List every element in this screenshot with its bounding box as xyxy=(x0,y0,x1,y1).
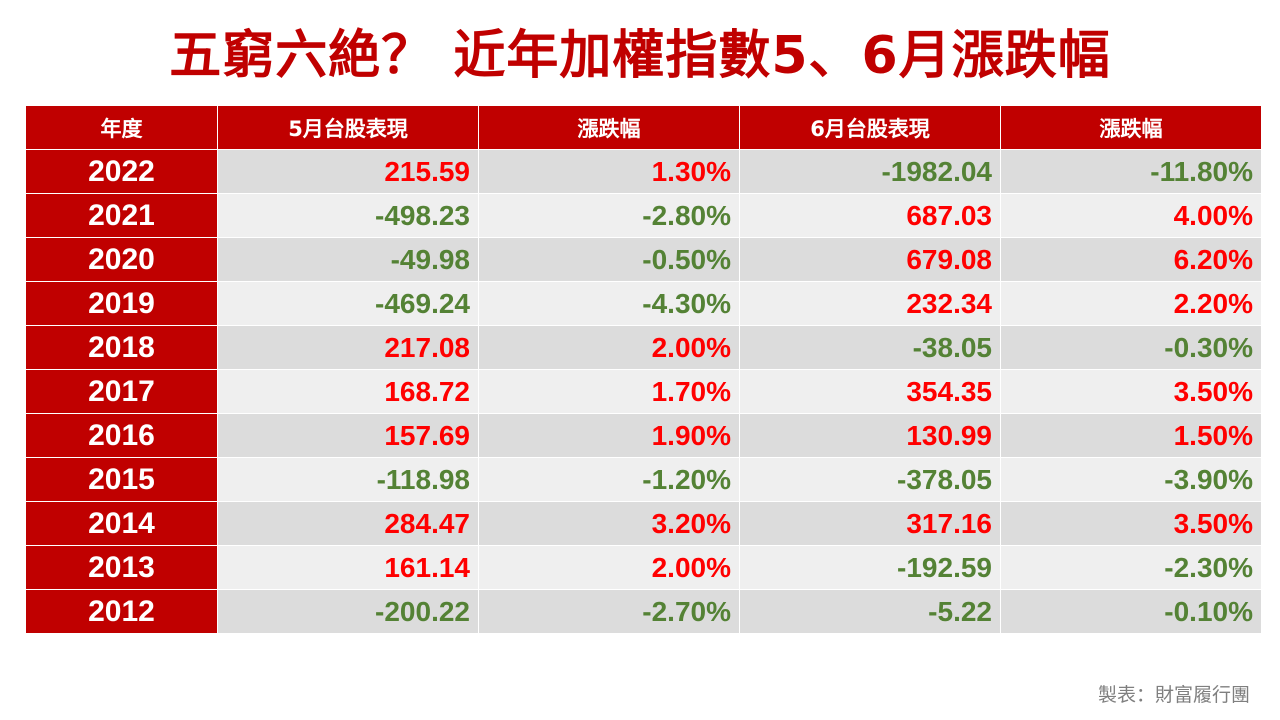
may-points-cell: -49.98 xyxy=(217,237,479,282)
table-row: 2017 168.72 1.70% 354.35 3.50% xyxy=(25,369,1262,414)
year-cell: 2018 xyxy=(25,325,218,370)
may-points-cell: 161.14 xyxy=(217,545,479,590)
jun-pct-cell: 3.50% xyxy=(1000,369,1262,414)
table-row: 2012 -200.22 -2.70% -5.22 -0.10% xyxy=(25,589,1262,634)
may-points-cell: -118.98 xyxy=(217,457,479,502)
header-may-pct: 漲跌幅 xyxy=(478,105,740,150)
may-pct-cell: 2.00% xyxy=(478,325,740,370)
may-pct-cell: 1.70% xyxy=(478,369,740,414)
may-points-cell: -200.22 xyxy=(217,589,479,634)
jun-points-cell: 687.03 xyxy=(739,193,1001,238)
header-year: 年度 xyxy=(25,105,218,150)
jun-pct-cell: -11.80% xyxy=(1000,149,1262,194)
source-credit: 製表：財富履行團 xyxy=(1097,684,1250,706)
may-pct-cell: -4.30% xyxy=(478,281,740,326)
year-cell: 2021 xyxy=(25,193,218,238)
table-row: 2020 -49.98 -0.50% 679.08 6.20% xyxy=(25,237,1262,282)
jun-pct-cell: 4.00% xyxy=(1000,193,1262,238)
may-pct-cell: -1.20% xyxy=(478,457,740,502)
may-pct-cell: 2.00% xyxy=(478,545,740,590)
header-may-points: 5月台股表現 xyxy=(217,105,479,150)
may-points-cell: 215.59 xyxy=(217,149,479,194)
page-title: 五窮六絶？ 近年加權指數5、6月漲跌幅 xyxy=(169,26,1111,86)
may-points-cell: 217.08 xyxy=(217,325,479,370)
header-jun-pct: 漲跌幅 xyxy=(1000,105,1262,150)
table-row: 2014 284.47 3.20% 317.16 3.50% xyxy=(25,501,1262,546)
may-points-cell: -469.24 xyxy=(217,281,479,326)
table-row: 2019 -469.24 -4.30% 232.34 2.20% xyxy=(25,281,1262,326)
jun-points-cell: 130.99 xyxy=(739,413,1001,458)
table-row: 2022 215.59 1.30% -1982.04 -11.80% xyxy=(25,149,1262,194)
may-pct-cell: 1.90% xyxy=(478,413,740,458)
may-pct-cell: 3.20% xyxy=(478,501,740,546)
may-points-cell: 157.69 xyxy=(217,413,479,458)
jun-points-cell: 679.08 xyxy=(739,237,1001,282)
table-row: 2015 -118.98 -1.20% -378.05 -3.90% xyxy=(25,457,1262,502)
year-cell: 2017 xyxy=(25,369,218,414)
may-points-cell: -498.23 xyxy=(217,193,479,238)
table-body: 2022 215.59 1.30% -1982.04 -11.80% 2021 -498.2… xyxy=(25,149,1262,634)
jun-points-cell: -5.22 xyxy=(739,589,1001,634)
jun-points-cell: -378.05 xyxy=(739,457,1001,502)
may-pct-cell: -2.70% xyxy=(478,589,740,634)
jun-pct-cell: -0.10% xyxy=(1000,589,1262,634)
jun-pct-cell: 1.50% xyxy=(1000,413,1262,458)
table-header-row: 年度 5月台股表現 漲跌幅 6月台股表現 漲跌幅 xyxy=(25,105,1262,150)
table-row: 2013 161.14 2.00% -192.59 -2.30% xyxy=(25,545,1262,590)
year-cell: 2019 xyxy=(25,281,218,326)
returns-table: 年度 5月台股表現 漲跌幅 6月台股表現 漲跌幅 2022 215.59 1.30%… xyxy=(25,105,1262,634)
may-points-cell: 168.72 xyxy=(217,369,479,414)
year-cell: 2022 xyxy=(25,149,218,194)
year-cell: 2016 xyxy=(25,413,218,458)
table-row: 2016 157.69 1.90% 130.99 1.50% xyxy=(25,413,1262,458)
year-cell: 2014 xyxy=(25,501,218,546)
may-points-cell: 284.47 xyxy=(217,501,479,546)
year-cell: 2015 xyxy=(25,457,218,502)
jun-points-cell: 232.34 xyxy=(739,281,1001,326)
header-jun-points: 6月台股表現 xyxy=(739,105,1001,150)
jun-pct-cell: 3.50% xyxy=(1000,501,1262,546)
year-cell: 2020 xyxy=(25,237,218,282)
year-cell: 2012 xyxy=(25,589,218,634)
jun-pct-cell: 6.20% xyxy=(1000,237,1262,282)
year-cell: 2013 xyxy=(25,545,218,590)
jun-pct-cell: -0.30% xyxy=(1000,325,1262,370)
jun-points-cell: 317.16 xyxy=(739,501,1001,546)
jun-pct-cell: -3.90% xyxy=(1000,457,1262,502)
table-row: 2021 -498.23 -2.80% 687.03 4.00% xyxy=(25,193,1262,238)
may-pct-cell: -0.50% xyxy=(478,237,740,282)
jun-points-cell: -1982.04 xyxy=(739,149,1001,194)
jun-pct-cell: -2.30% xyxy=(1000,545,1262,590)
may-pct-cell: -2.80% xyxy=(478,193,740,238)
jun-points-cell: -38.05 xyxy=(739,325,1001,370)
may-pct-cell: 1.30% xyxy=(478,149,740,194)
jun-points-cell: -192.59 xyxy=(739,545,1001,590)
jun-points-cell: 354.35 xyxy=(739,369,1001,414)
jun-pct-cell: 2.20% xyxy=(1000,281,1262,326)
table-row: 2018 217.08 2.00% -38.05 -0.30% xyxy=(25,325,1262,370)
